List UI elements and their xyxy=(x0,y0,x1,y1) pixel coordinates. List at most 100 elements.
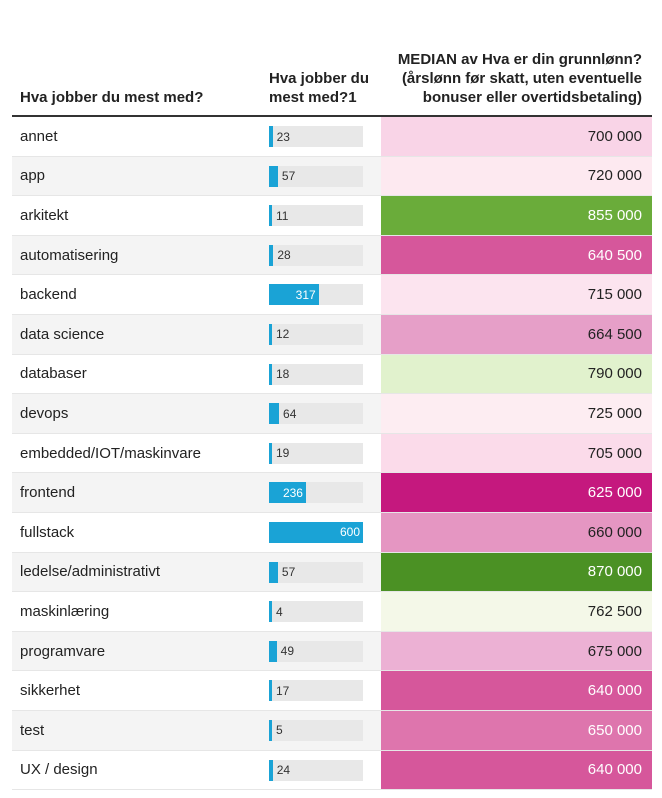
count-value-label: 18 xyxy=(276,367,290,382)
count-bar-track: 57 xyxy=(269,165,363,187)
count-value-label: 317 xyxy=(295,287,316,302)
count-bar xyxy=(269,719,272,741)
count-bar-track: 317 xyxy=(269,284,363,306)
table-row: UX / design 24 640 000 xyxy=(12,750,652,791)
median-salary-cell: 640 000 xyxy=(381,671,652,710)
count-value-label: 12 xyxy=(276,327,290,342)
table-row: fullstack 600 660 000 xyxy=(12,512,652,553)
count-value-label: 4 xyxy=(276,604,283,619)
table-row: programvare 49 675 000 xyxy=(12,631,652,672)
median-salary-cell: 870 000 xyxy=(381,552,652,592)
count-value-label: 5 xyxy=(276,723,283,738)
count-value-label: 64 xyxy=(283,406,297,421)
count-bar xyxy=(269,640,277,662)
count-value-label: 24 xyxy=(276,763,291,777)
count-bar xyxy=(269,442,272,464)
count-value-label: 23 xyxy=(276,129,290,144)
count-bar-track: 64 xyxy=(269,403,363,425)
median-salary-cell: 705 000 xyxy=(381,433,652,473)
count-value-label: 49 xyxy=(280,644,295,659)
table-row: embedded/IOT/maskinvare 19 705 000 xyxy=(12,433,652,474)
count-bar xyxy=(269,482,306,504)
count-bar xyxy=(269,601,272,623)
table-row: data science 12 664 500 xyxy=(12,314,652,355)
row-category-label: maskinlæring xyxy=(20,602,110,620)
count-value-label: 11 xyxy=(276,208,289,223)
median-salary-cell: 790 000 xyxy=(381,354,652,394)
row-category-label: embedded/IOT/maskinvare xyxy=(20,444,201,462)
table-row: databaser 18 790 000 xyxy=(12,354,652,395)
count-bar xyxy=(269,244,274,266)
row-category-label: frontend xyxy=(20,484,76,502)
table-body: annet 23 700 000 app 57 720 000 arkitekt 11 855 … xyxy=(12,117,652,791)
count-value-label: 17 xyxy=(276,683,290,698)
count-bar-track: 600 xyxy=(269,521,363,543)
table-row: arkitekt 11 855 000 xyxy=(12,196,652,236)
row-category-label: app xyxy=(20,167,46,185)
median-salary-cell: 625 000 xyxy=(381,473,652,512)
count-value-label: 600 xyxy=(339,525,360,540)
median-salary-cell: 700 000 xyxy=(381,117,652,156)
median-salary-cell: 855 000 xyxy=(381,196,652,235)
count-bar-track: 5 xyxy=(269,719,363,741)
median-salary-cell: 675 000 xyxy=(381,631,652,671)
header-category: Hva jobber du mest med? xyxy=(20,89,204,106)
count-bar-track: 11 xyxy=(269,205,363,227)
count-bar-track: 19 xyxy=(269,442,363,464)
count-bar xyxy=(269,759,273,781)
row-category-label: annet xyxy=(20,127,58,145)
count-bar xyxy=(269,284,319,306)
table-row: sikkerhet 17 640 000 xyxy=(12,671,652,711)
count-value-label: 57 xyxy=(281,169,296,184)
row-category-label: backend xyxy=(20,286,77,304)
count-bar xyxy=(269,363,272,385)
median-salary-cell: 640 000 xyxy=(381,750,652,790)
count-bar-track: 4 xyxy=(269,601,363,623)
count-bar-track: 12 xyxy=(269,323,363,345)
row-category-label: UX / design xyxy=(20,761,98,779)
count-bar xyxy=(269,403,280,425)
count-bar-track: 24 xyxy=(269,759,363,781)
count-bar-track: 49 xyxy=(269,640,363,662)
table-row: automatisering 28 640 500 xyxy=(12,235,652,276)
median-salary-cell: 720 000 xyxy=(381,156,652,196)
count-bar xyxy=(269,205,272,227)
count-bar xyxy=(269,521,363,543)
row-category-label: arkitekt xyxy=(20,206,69,224)
count-bar-track: 236 xyxy=(269,482,363,504)
count-value-label: 57 xyxy=(281,565,296,580)
table-header: Hva jobber du mest med? Hva jobber du me… xyxy=(12,0,652,117)
count-bar xyxy=(269,323,272,345)
count-bar-track: 28 xyxy=(269,244,363,266)
row-category-label: databaser xyxy=(20,365,87,383)
count-value-label: 28 xyxy=(277,248,291,263)
median-salary-cell: 664 500 xyxy=(381,314,652,354)
count-bar-track: 17 xyxy=(269,680,363,702)
table-row: test 5 650 000 xyxy=(12,710,652,751)
median-salary-cell: 725 000 xyxy=(381,394,652,433)
table-row: frontend 236 625 000 xyxy=(12,473,652,513)
salary-table: Hva jobber du mest med? Hva jobber du me… xyxy=(12,0,652,791)
row-category-label: test xyxy=(20,721,45,739)
count-bar xyxy=(269,126,273,147)
row-category-label: devops xyxy=(20,404,69,422)
count-value-label: 236 xyxy=(282,485,303,500)
median-salary-cell: 762 500 xyxy=(381,592,652,631)
table-row: app 57 720 000 xyxy=(12,156,652,197)
table-row: maskinlæring 4 762 500 xyxy=(12,592,652,632)
header-count: Hva jobber du mest med?1 xyxy=(269,70,370,106)
row-category-label: ledelse/administrativt xyxy=(20,563,161,581)
count-bar-track: 18 xyxy=(269,363,363,385)
row-category-label: automatisering xyxy=(20,246,119,264)
table-row: backend 317 715 000 xyxy=(12,275,652,315)
row-category-label: programvare xyxy=(20,642,106,660)
row-category-label: fullstack xyxy=(20,523,75,541)
median-salary-cell: 660 000 xyxy=(381,512,652,552)
count-value-label: 19 xyxy=(276,446,290,461)
count-bar-track: 23 xyxy=(269,126,363,147)
median-salary-cell: 650 000 xyxy=(381,710,652,750)
count-bar xyxy=(269,680,272,702)
count-bar-track: 57 xyxy=(269,561,363,583)
table-row: annet 23 700 000 xyxy=(12,117,652,157)
count-bar xyxy=(269,165,278,187)
